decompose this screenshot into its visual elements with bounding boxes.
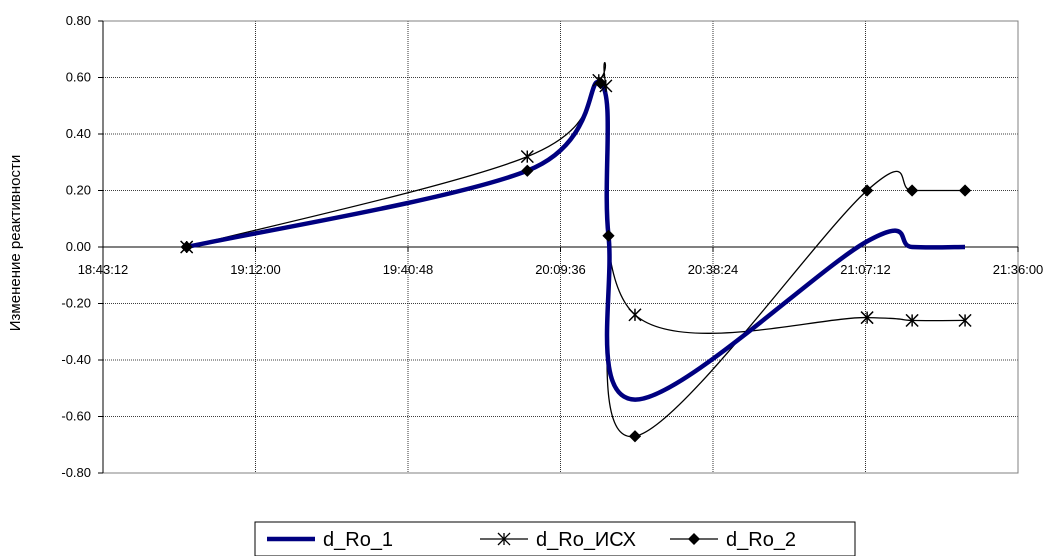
legend-label: d_Ro_2 — [726, 529, 796, 551]
x-tick-label: 19:40:48 — [383, 262, 434, 277]
legend-box — [254, 521, 856, 556]
x-tick-label: 20:38:24 — [688, 262, 739, 277]
series-line — [186, 62, 966, 334]
axes — [98, 20, 1019, 474]
y-tick-label: -0.60 — [61, 409, 91, 424]
legend-item: d_Ro_1 — [267, 529, 393, 551]
data-point — [594, 77, 607, 90]
y-tick-label: -0.80 — [61, 465, 91, 480]
x-tick-label: 19:12:00 — [230, 262, 281, 277]
series-markers-top — [180, 73, 972, 443]
data-point — [521, 164, 534, 177]
data-point — [628, 308, 642, 322]
y-axis-label: Изменение реактивности — [7, 155, 24, 331]
legend-label: d_Ro_1 — [323, 529, 393, 551]
data-point — [599, 79, 613, 93]
y-tick-label: 0.80 — [66, 13, 91, 28]
series-d_Ro_ИСХ — [180, 62, 972, 334]
legend-marker — [688, 533, 700, 545]
data-point — [592, 73, 606, 87]
x-tick-label: 18:43:12 — [78, 262, 129, 277]
legend-item: d_Ro_ИСХ — [480, 529, 636, 551]
y-tick-labels: 0.80 0.60 0.40 0.20 0.00 -0.20 -0.40 -0.60 -0.80 — [61, 13, 91, 480]
series-d_Ro_1 — [186, 79, 966, 402]
data-point — [180, 240, 194, 254]
data-point — [906, 184, 919, 197]
series-line — [186, 79, 966, 402]
legend-label: d_Ro_ИСХ — [536, 529, 636, 551]
data-point — [905, 313, 919, 327]
data-point — [628, 430, 641, 443]
y-tick-label: 0.40 — [66, 126, 91, 141]
x-tick-label: 21:07:12 — [840, 262, 891, 277]
data-point — [860, 311, 874, 325]
legend-marker — [497, 532, 511, 546]
data-point — [861, 184, 874, 197]
y-tick-label: 0.20 — [66, 183, 91, 198]
y-tick-label: -0.40 — [61, 352, 91, 367]
x-tick-labels: 18:43:12 19:12:00 19:40:48 20:09:36 20:38:24… — [78, 262, 1044, 277]
series-layer — [180, 62, 972, 443]
x-tick-label: 20:09:36 — [535, 262, 586, 277]
y-tick-label: -0.20 — [61, 296, 91, 311]
x-tick-label: 21:36:00 — [993, 262, 1044, 277]
y-tick-label: 0.60 — [66, 70, 91, 85]
data-point — [958, 313, 972, 327]
legend: d_Ro_1 d_Ro_ИСХ d_Ro_2 — [254, 521, 856, 556]
y-tick-label: 0.00 — [66, 239, 91, 254]
legend-item: d_Ro_2 — [670, 529, 796, 551]
data-point — [602, 229, 615, 242]
data-point — [959, 184, 972, 197]
data-point — [520, 150, 534, 164]
